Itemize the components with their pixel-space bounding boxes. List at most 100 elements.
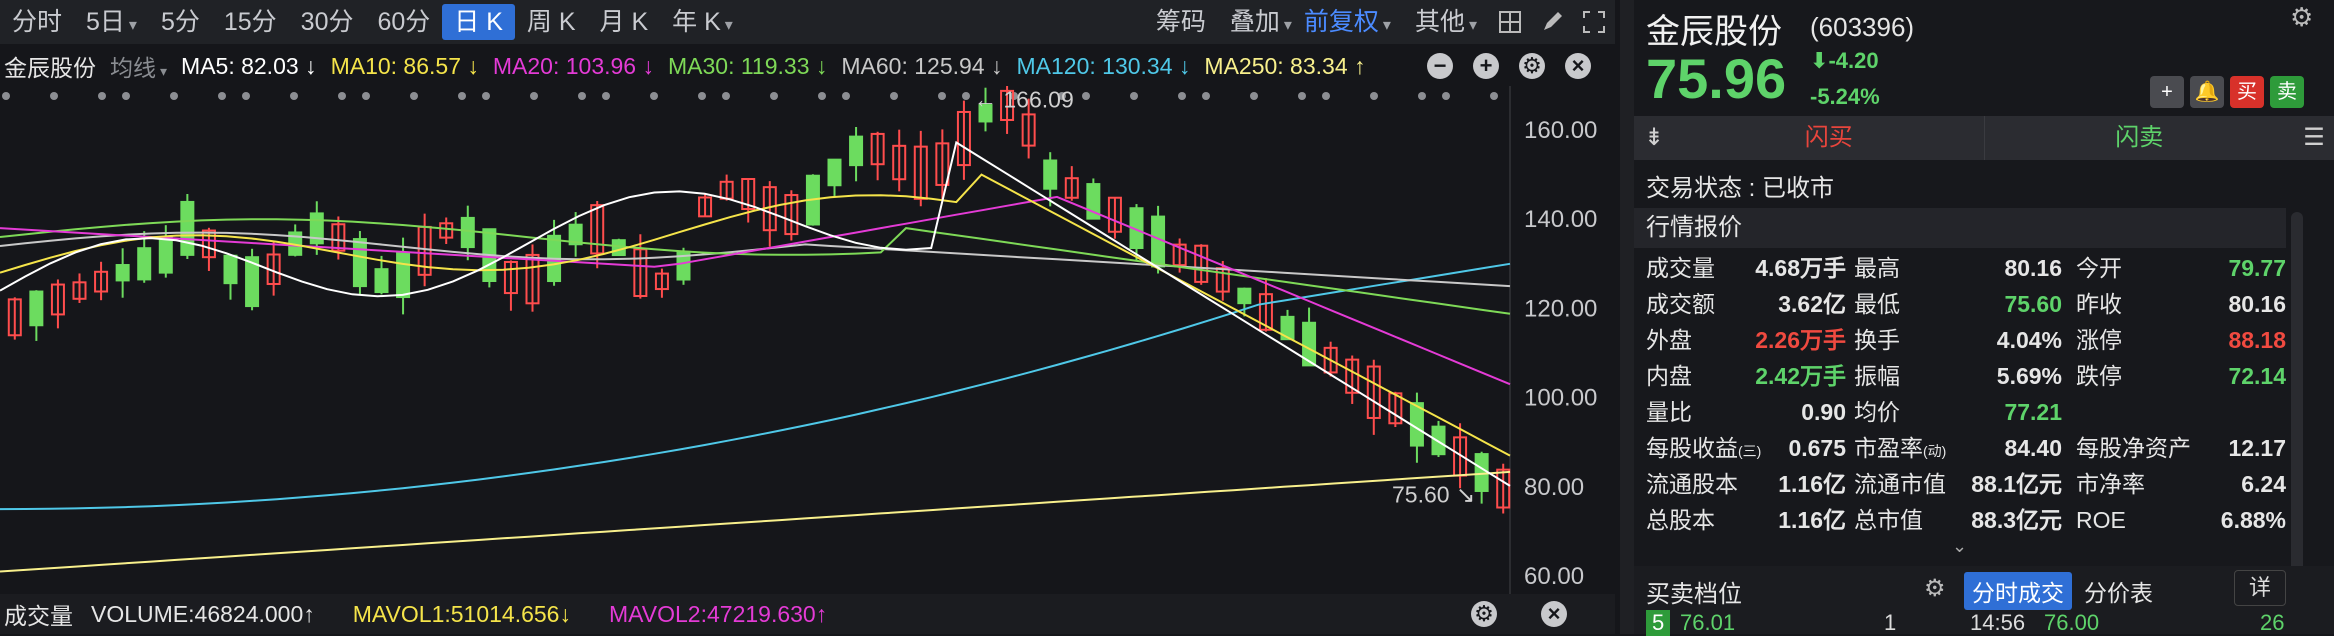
quote-value: 5.69% [1996, 363, 2062, 389]
fundamental-value: 12.17 [2228, 435, 2286, 461]
quote-label: 外盘 [1646, 327, 1692, 353]
event-dot [290, 92, 298, 100]
fundamental-value: 88.1亿元 [1971, 471, 2062, 497]
period-30min[interactable]: 30分 [300, 8, 354, 36]
fundamental-value: 0.675 [1788, 435, 1846, 461]
flash-sell-button[interactable]: 闪卖 [2115, 124, 2164, 151]
event-dot [170, 92, 178, 100]
ma-mode-dropdown[interactable]: 均线 [110, 49, 167, 83]
grid-icon[interactable] [1497, 9, 1523, 35]
pen-icon[interactable] [1539, 9, 1565, 35]
fullscreen-icon[interactable] [1581, 9, 1607, 35]
quote-grid: 成交量 4.68万手 最高 80.16 今开 79.77 成交额 3.62亿 最低 75.60 昨收… [1646, 250, 2286, 538]
fundamental-value: 88.3亿元 [1971, 507, 2062, 533]
period-fenshi[interactable]: 分时 [12, 8, 63, 36]
event-dot [722, 92, 730, 100]
bottom-tabs: 买卖档位 ⚙ 分时成交 分价表 详 5 76.01 1 14:56 76.00 … [1634, 566, 2334, 636]
period-5day[interactable]: 5日 [74, 4, 149, 40]
trade-status: 交易状态 : 已收市 [1646, 175, 1835, 202]
quote-row: 成交量 4.68万手 最高 80.16 今开 79.77 [1646, 250, 2286, 286]
sell-button[interactable]: 卖 [2270, 76, 2304, 108]
adjust-button[interactable]: 前复权 [1304, 4, 1403, 40]
menu-icon[interactable]: ☰ [2303, 124, 2325, 151]
add-watch-button[interactable]: + [2150, 76, 2184, 108]
candle-body [29, 290, 44, 327]
candle-body [1366, 365, 1381, 419]
kline-svg[interactable]: 160.00 140.00 120.00 100.00 80.00 60.00 ← 166.… [0, 77, 1615, 594]
fundamental-cell: 每股收益(三) 0.675 [1646, 430, 1854, 466]
quote-value: 2.26万手 [1755, 327, 1846, 353]
period-5min[interactable]: 5分 [160, 8, 200, 36]
tab-tick-trades[interactable]: 分时成交 [1964, 572, 2072, 610]
panel-settings-icon[interactable]: ⚙ [2290, 2, 2314, 32]
event-dot [1130, 92, 1138, 100]
buy-button[interactable]: 买 [2230, 76, 2264, 108]
volume-value: VOLUME:46824.000↑ [91, 600, 315, 627]
ma20-label: MA20: 103.96 ↓ [492, 52, 654, 79]
fundamental-row: 流通股本 1.16亿 流通市值 88.1亿元 市净率 6.24 [1646, 466, 2286, 502]
period-toolbar: 分时 5日 5分 15分 30分 60分 日 K 周 K 月 K 年 K 筹码 … [0, 0, 1615, 44]
low-price-label: 75.60 ↘ [1392, 481, 1475, 507]
candle-body [1107, 196, 1122, 233]
event-dot [410, 92, 418, 100]
fundamental-cell: 总市值 88.3亿元 [1854, 502, 2076, 538]
close-icon[interactable]: × [1565, 53, 1591, 79]
event-dot [122, 92, 130, 100]
zoom-in-icon[interactable]: + [1473, 53, 1499, 79]
candle-body [374, 268, 389, 294]
candle-body [460, 216, 475, 249]
detail-button[interactable]: 详 [2234, 570, 2286, 606]
quote-section-title: 行情报价 [1634, 208, 2286, 248]
kline-chart[interactable]: 160.00 140.00 120.00 100.00 80.00 60.00 ← 166.… [0, 77, 1615, 594]
period-15min[interactable]: 15分 [223, 8, 277, 36]
period-monthly-k[interactable]: 月 K [599, 8, 649, 36]
volume-title[interactable]: 成交量 [4, 603, 73, 629]
orderbook-settings-icon[interactable]: ⚙ [1924, 575, 1946, 602]
candle-body [223, 254, 238, 285]
flash-trade-bar: ⇟ 闪买 闪卖 ☰ [1634, 116, 2334, 160]
candle-body [1151, 215, 1166, 268]
quote-label: 均价 [1854, 399, 1900, 425]
volume-close-icon[interactable]: × [1541, 601, 1567, 627]
scrollbar[interactable] [2291, 212, 2303, 572]
period-60min[interactable]: 60分 [377, 8, 431, 36]
period-daily-k[interactable]: 日 K [442, 4, 515, 40]
candle-body [1409, 402, 1424, 447]
tab-price-table[interactable]: 分价表 [2084, 580, 2153, 606]
candle-body [72, 281, 87, 300]
zoom-out-icon[interactable]: − [1427, 53, 1453, 79]
other-button[interactable]: 其他 [1403, 4, 1489, 40]
quote-label: 振幅 [1854, 363, 1900, 389]
alert-bell-button[interactable]: 🔔 [2190, 76, 2224, 108]
y-tick-label: 160.00 [1524, 117, 1597, 144]
quote-label: 内盘 [1646, 363, 1692, 389]
settings-icon[interactable]: ⚙ [1519, 53, 1545, 79]
overlay-button[interactable]: 叠加 [1218, 4, 1304, 40]
period-weekly-k[interactable]: 周 K [526, 8, 576, 36]
candle-body [115, 264, 130, 282]
ma120-line [0, 262, 1511, 511]
expand-chevron-icon[interactable]: ⌄ [1952, 536, 1968, 556]
quote-cell: 跌停 72.14 [2076, 358, 2286, 394]
candle-body [1258, 293, 1273, 331]
orderbook-volume: 1 [1884, 610, 1897, 635]
last-price: 75.96 [1646, 47, 1787, 110]
candle-body [978, 104, 993, 123]
candle-body [1043, 159, 1058, 190]
fundamental-value: 1.16亿 [1778, 507, 1846, 533]
fundamental-value: 6.24 [2241, 471, 2286, 497]
fundamental-row: 总股本 1.16亿 总市值 88.3亿元 ROE 6.88% [1646, 502, 2286, 538]
fundamental-value: 1.16亿 [1778, 471, 1846, 497]
chips-button[interactable]: 筹码 [1155, 8, 1206, 36]
candle-body [590, 204, 605, 255]
collapse-arrow-icon[interactable]: ⇟ [1643, 124, 1665, 151]
event-dot [698, 92, 706, 100]
fundamental-cell: 每股净资产 12.17 [2076, 430, 2286, 466]
y-tick-label: 100.00 [1524, 385, 1597, 412]
candle-body [137, 247, 152, 281]
flash-buy-button[interactable]: 闪买 [1674, 116, 1985, 160]
period-yearly-k[interactable]: 年 K [660, 4, 745, 40]
fundamental-cell: 市盈率(动) 84.40 [1854, 430, 2076, 466]
volume-settings-icon[interactable]: ⚙ [1471, 601, 1497, 627]
panel-divider[interactable] [1620, 0, 1634, 634]
